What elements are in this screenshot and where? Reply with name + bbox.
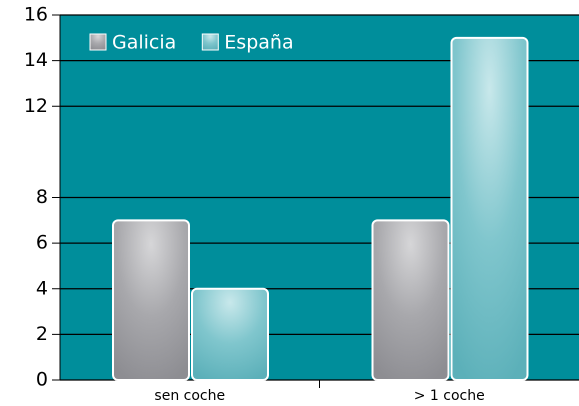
x-tick-label: > 1 coche bbox=[414, 388, 485, 404]
y-tick-label: 0 bbox=[36, 369, 48, 391]
legend-label: Galicia bbox=[112, 32, 176, 54]
y-tick-label: 6 bbox=[36, 232, 48, 254]
y-tick-label: 14 bbox=[24, 49, 48, 71]
x-tick-label: sen coche bbox=[154, 388, 225, 404]
bar bbox=[371, 219, 450, 381]
legend-label: España bbox=[224, 32, 293, 54]
y-tick-label: 2 bbox=[36, 323, 48, 345]
y-tick-label: 12 bbox=[24, 95, 48, 117]
y-tick-label: 4 bbox=[36, 277, 48, 299]
legend-swatch bbox=[89, 33, 107, 51]
bar bbox=[112, 219, 190, 381]
y-tick-label: 8 bbox=[36, 186, 48, 208]
legend-swatch bbox=[201, 33, 219, 51]
bar bbox=[450, 36, 529, 381]
y-tick-label: 16 bbox=[24, 4, 48, 26]
bar bbox=[191, 287, 269, 381]
